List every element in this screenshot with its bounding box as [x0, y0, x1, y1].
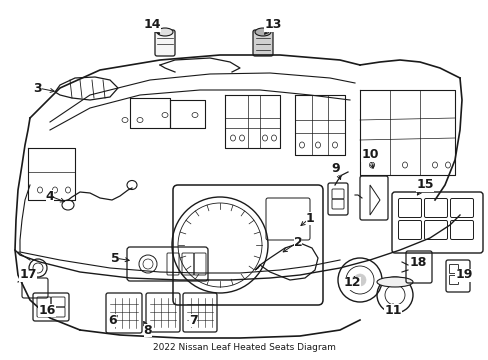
Text: 3: 3 — [34, 81, 42, 94]
Ellipse shape — [157, 28, 173, 36]
Text: 1: 1 — [305, 211, 314, 225]
FancyBboxPatch shape — [252, 30, 272, 56]
Ellipse shape — [376, 277, 412, 287]
Text: 8: 8 — [143, 324, 152, 337]
Ellipse shape — [254, 28, 270, 36]
Text: 7: 7 — [188, 314, 197, 327]
Text: 17: 17 — [19, 269, 37, 282]
Circle shape — [353, 274, 365, 286]
Text: 16: 16 — [38, 303, 56, 316]
Text: 18: 18 — [408, 256, 426, 270]
Text: 19: 19 — [454, 269, 472, 282]
Text: 5: 5 — [110, 252, 119, 265]
Text: 11: 11 — [384, 303, 401, 316]
Text: 15: 15 — [415, 179, 433, 192]
Text: 4: 4 — [45, 189, 54, 202]
Text: 2022 Nissan Leaf Heated Seats Diagram: 2022 Nissan Leaf Heated Seats Diagram — [153, 343, 335, 352]
Text: 14: 14 — [143, 18, 161, 31]
Text: 9: 9 — [331, 162, 340, 175]
FancyBboxPatch shape — [155, 30, 175, 56]
Text: 12: 12 — [343, 276, 360, 289]
Text: 10: 10 — [361, 148, 378, 162]
Text: 6: 6 — [108, 314, 117, 327]
Text: 2: 2 — [293, 235, 302, 248]
Text: 13: 13 — [264, 18, 281, 31]
